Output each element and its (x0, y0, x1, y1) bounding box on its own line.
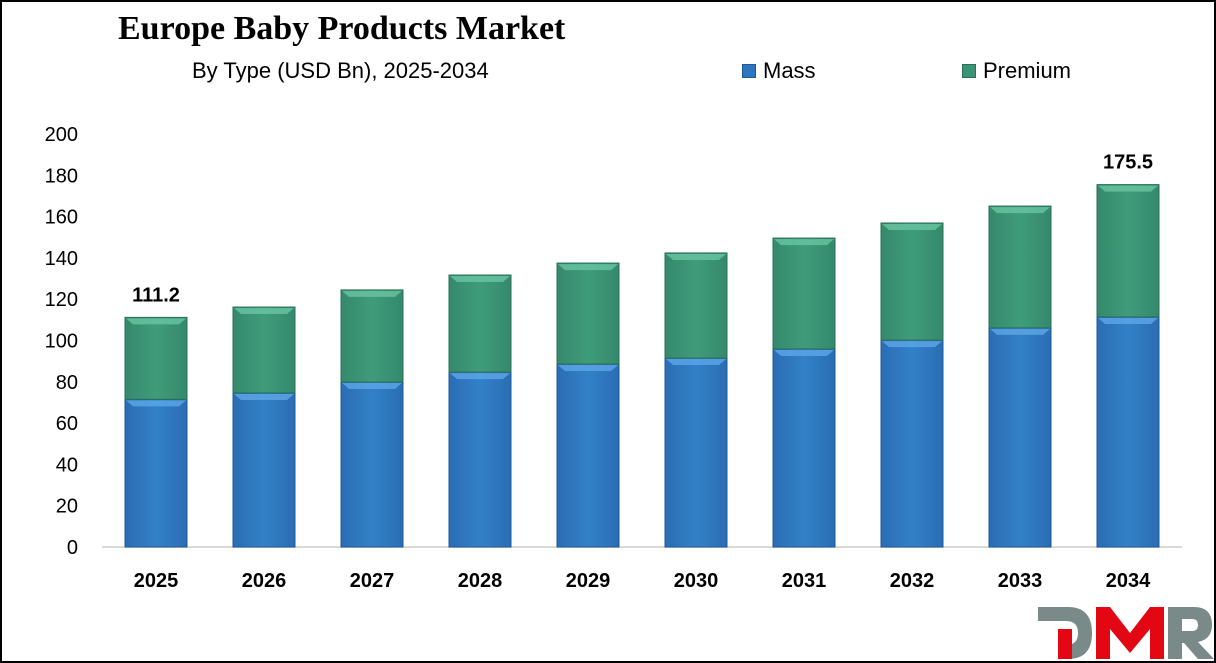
legend-swatch-premium-icon (962, 64, 976, 78)
bar-segment-premium (124, 316, 188, 400)
legend-swatch-mass-icon (742, 64, 756, 78)
x-tick-label: 2026 (242, 570, 287, 592)
bar-segment-premium (880, 222, 944, 341)
bar-segment-mass (1096, 316, 1160, 548)
y-tick-label: 60 (56, 413, 78, 435)
bar-segment-mass (448, 371, 512, 548)
y-tick-label: 100 (45, 331, 78, 353)
dmr-logo (1038, 607, 1214, 659)
y-tick-label: 40 (56, 454, 78, 476)
x-tick-label: 2032 (890, 570, 935, 592)
bar-segment-mass (988, 327, 1052, 548)
bar-segment-mass (124, 398, 188, 548)
y-tick-label: 20 (56, 496, 78, 518)
y-tick-label: 80 (56, 372, 78, 394)
total-value-label: 175.5 (1103, 152, 1153, 174)
x-tick-label: 2029 (566, 570, 611, 592)
bar-segment-mass (772, 348, 836, 548)
y-tick-label: 160 (45, 207, 78, 229)
legend-label: Premium (983, 58, 1072, 83)
bar-segment-mass (232, 392, 296, 548)
y-tick-label: 0 (67, 537, 78, 559)
bar-segment-premium (988, 205, 1052, 329)
bar-segment-mass (340, 381, 404, 548)
bar-segment-premium (664, 252, 728, 359)
y-axis: 0 20 40 60 80 100 120 140 160 180 200 (45, 124, 78, 559)
x-tick-label: 2031 (782, 570, 827, 592)
legend-item-mass: Mass (742, 58, 816, 84)
x-tick-label: 2034 (1106, 570, 1151, 592)
bar-segment-premium (1096, 184, 1160, 318)
x-tick-label: 2027 (350, 570, 395, 592)
x-tick-label: 2033 (998, 570, 1043, 592)
y-tick-label: 120 (45, 289, 78, 311)
bar-series (124, 184, 1160, 548)
bar-segment-premium (772, 237, 836, 350)
chart-title: Europe Baby Products Market (118, 10, 566, 47)
bar-segment-premium (340, 289, 404, 383)
bar-segment-mass (664, 357, 728, 548)
bar-segment-premium (556, 262, 620, 365)
x-tick-label: 2028 (458, 570, 503, 592)
data-labels: 111.2 175.5 (132, 152, 1153, 307)
x-axis: 2025 2026 2027 2028 2029 2030 2031 2032 2033 2034 (134, 570, 1151, 592)
legend-item-premium: Premium (962, 58, 1071, 84)
y-tick-label: 180 (45, 165, 78, 187)
legend-label: Mass (763, 58, 816, 83)
y-tick-label: 140 (45, 248, 78, 270)
bar-segment-mass (880, 339, 944, 548)
x-tick-label: 2025 (134, 570, 179, 592)
chart-subtitle: By Type (USD Bn), 2025-2034 (192, 58, 489, 83)
bar-segment-premium (232, 306, 296, 394)
x-tick-label: 2030 (674, 570, 719, 592)
bar-segment-mass (556, 363, 620, 548)
bar-segment-premium (448, 274, 512, 373)
total-value-label: 111.2 (132, 284, 180, 306)
y-tick-label: 200 (45, 124, 78, 146)
